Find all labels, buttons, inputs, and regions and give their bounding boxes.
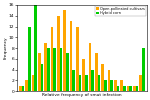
Bar (70, 21, 72, 91)
Bar (117, 86, 119, 91)
Bar (76, 26, 79, 91)
Bar (101, 64, 104, 91)
Bar (136, 86, 138, 91)
Bar (60, 48, 62, 91)
Bar (47, 48, 50, 91)
Bar (142, 48, 145, 91)
Bar (57, 16, 60, 91)
Bar (79, 75, 81, 91)
Bar (85, 75, 88, 91)
Bar (110, 80, 113, 91)
Bar (19, 86, 22, 91)
Bar (34, 5, 37, 91)
Legend: Open-pollinated cultivars, Hybrid corn: Open-pollinated cultivars, Hybrid corn (95, 6, 146, 16)
Bar (91, 70, 94, 91)
Bar (123, 86, 126, 91)
Bar (72, 70, 75, 91)
Bar (32, 75, 34, 91)
Bar (41, 64, 43, 91)
Bar (25, 80, 28, 91)
Bar (53, 48, 56, 91)
Bar (104, 80, 107, 91)
Bar (139, 75, 142, 91)
Bar (127, 86, 129, 91)
Bar (89, 43, 91, 91)
Bar (22, 86, 24, 91)
Bar (82, 59, 85, 91)
Bar (108, 70, 110, 91)
Bar (129, 86, 132, 91)
Bar (28, 26, 31, 91)
Bar (44, 43, 47, 91)
Bar (114, 80, 117, 91)
Y-axis label: Frequency: Frequency (3, 37, 8, 59)
X-axis label: Relative frequency of smut infection: Relative frequency of smut infection (42, 92, 122, 96)
Bar (63, 10, 66, 91)
Bar (120, 80, 123, 91)
Bar (95, 53, 98, 91)
Bar (38, 53, 41, 91)
Bar (66, 53, 69, 91)
Bar (98, 75, 100, 91)
Bar (133, 86, 136, 91)
Bar (51, 26, 53, 91)
